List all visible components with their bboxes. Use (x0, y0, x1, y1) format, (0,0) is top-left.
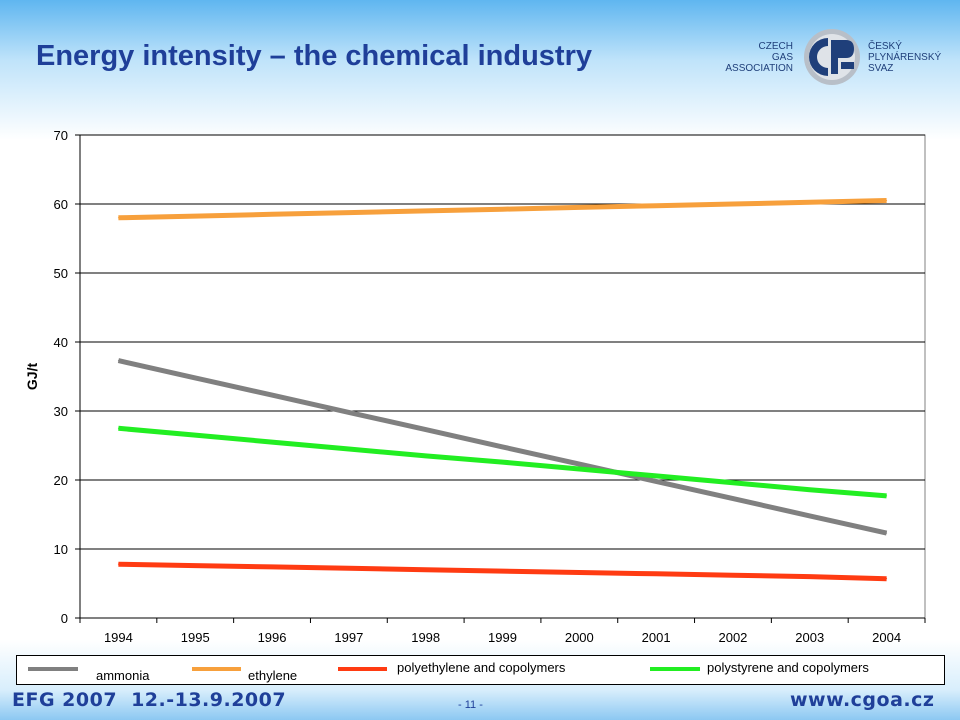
data-point (194, 434, 196, 436)
data-point (117, 217, 119, 219)
data-point (809, 576, 811, 578)
x-tick-label: 2003 (795, 630, 824, 645)
y-tick-label: 60 (54, 197, 68, 212)
data-point (348, 212, 350, 214)
x-tick-label: 2000 (565, 630, 594, 645)
footer-event-dates: 12.-13.9.2007 (131, 689, 287, 711)
cps-logo-icon (804, 29, 860, 85)
data-point (578, 468, 580, 470)
data-point (117, 563, 119, 565)
logo-text-english: CZECH GAS ASSOCIATION (725, 41, 793, 74)
data-point (194, 377, 196, 379)
y-tick-label: 20 (54, 473, 68, 488)
cgoa-logo: CZECH GAS ASSOCIATION ČESKÝ PLYNÁRENSKÝ … (718, 26, 948, 90)
data-point (502, 461, 503, 463)
data-point (425, 455, 427, 457)
data-point (271, 566, 273, 568)
data-point (886, 495, 888, 497)
slide-title: Energy intensity – the chemical industry (36, 40, 592, 72)
logo-text-czech: ČESKÝ PLYNÁRENSKÝ SVAZ (868, 41, 942, 74)
data-point (194, 215, 196, 217)
data-point (655, 475, 657, 477)
data-point (886, 578, 888, 580)
data-point (655, 205, 657, 207)
footer-website: www.cgoa.cz (790, 689, 935, 711)
x-tick-label: 1998 (411, 630, 440, 645)
data-point (117, 360, 119, 362)
x-tick-label: 1996 (258, 630, 287, 645)
data-point (117, 427, 119, 429)
data-point (425, 569, 427, 571)
x-tick-label: 1994 (104, 630, 133, 645)
data-point (655, 573, 657, 575)
data-point (886, 532, 888, 534)
x-tick-label: 2004 (872, 630, 901, 645)
data-point (809, 489, 811, 491)
data-point (348, 567, 350, 569)
x-tick-label: 1999 (488, 630, 517, 645)
x-tick-label: 2002 (718, 630, 747, 645)
data-point (425, 210, 427, 212)
data-point (732, 203, 734, 205)
data-point (271, 394, 273, 396)
y-tick-label: 40 (54, 335, 68, 350)
data-point (271, 213, 273, 215)
footer-event: EFG 2007 12.-13.9.2007 (12, 689, 300, 711)
y-tick-label: 0 (61, 611, 68, 626)
y-axis-label: GJ/t (24, 363, 40, 391)
data-point (348, 448, 350, 450)
footer-page-number: - 11 - (458, 699, 483, 711)
data-point (732, 498, 734, 500)
data-point (502, 446, 503, 448)
data-point (194, 565, 196, 567)
data-point (271, 441, 273, 443)
data-point (425, 429, 427, 431)
energy-intensity-chart: 0 10 20 30 40 50 60 70 1994 1995 1996 1997 1998 1999 2… (24, 128, 926, 645)
y-tick-label: 70 (54, 128, 68, 143)
data-point (655, 480, 657, 482)
chart-legend (16, 655, 945, 685)
data-point (348, 411, 350, 413)
y-tick-label: 10 (54, 542, 68, 557)
data-point (732, 482, 734, 484)
data-point (886, 200, 888, 202)
data-point (502, 570, 503, 572)
data-point (809, 515, 811, 517)
data-point (578, 463, 580, 465)
data-point (578, 206, 580, 208)
x-tick-label: 1997 (334, 630, 363, 645)
data-point (578, 571, 580, 573)
data-point (732, 574, 734, 576)
y-tick-label: 50 (54, 266, 68, 281)
footer-event-name: EFG 2007 (12, 689, 118, 711)
y-tick-label: 30 (54, 404, 68, 419)
x-tick-label: 2001 (642, 630, 671, 645)
data-point (809, 201, 811, 203)
x-tick-label: 1995 (181, 630, 210, 645)
data-point (502, 208, 503, 210)
